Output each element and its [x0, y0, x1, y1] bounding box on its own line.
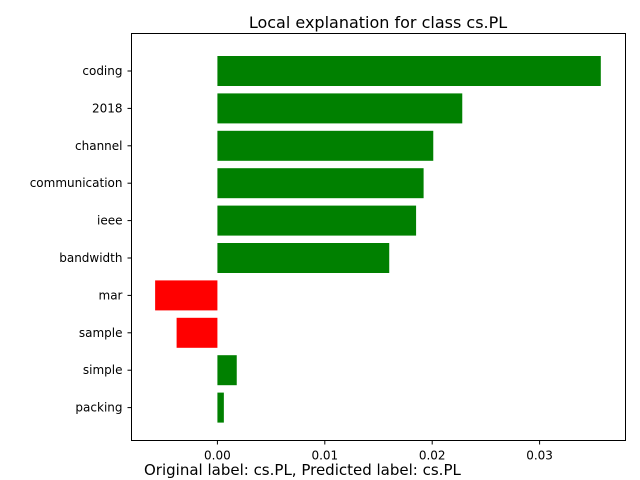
- y-tick-label: simple: [83, 363, 123, 377]
- bar-channel: [217, 130, 434, 161]
- chart-caption: Original label: cs.PL, Predicted label: …: [144, 461, 461, 479]
- y-tick-label: ieee: [97, 214, 122, 228]
- bar-simple: [217, 355, 237, 386]
- bar-communication: [217, 168, 424, 199]
- plot-frame: [131, 33, 626, 441]
- y-tick-label: sample: [79, 326, 123, 340]
- y-tick-label: packing: [75, 401, 122, 415]
- x-tick-label: 0.02: [419, 449, 446, 463]
- bar-packing: [217, 392, 224, 423]
- y-tick-label: communication: [30, 176, 123, 190]
- y-tick-label: mar: [99, 288, 123, 302]
- bars-group: [155, 56, 601, 423]
- bar-coding: [217, 56, 601, 86]
- bar-sample: [176, 317, 218, 348]
- x-axis-ticks: 0.00 0.01 0.02 0.03: [204, 440, 553, 463]
- x-tick-label: 0.03: [526, 449, 553, 463]
- bar-2018: [217, 93, 463, 124]
- bar-mar: [155, 280, 218, 311]
- y-axis-ticks: coding 2018 channel communication ieee bandwi…: [30, 64, 132, 415]
- y-tick-label: 2018: [92, 101, 123, 115]
- bar-bandwidth: [217, 243, 390, 273]
- chart-title: Local explanation for class cs.PL: [249, 13, 507, 32]
- y-tick-label: bandwidth: [59, 251, 122, 265]
- y-tick-label: channel: [75, 139, 122, 153]
- bar-ieee: [217, 205, 417, 236]
- x-tick-label: 0.01: [311, 449, 338, 463]
- y-tick-label: coding: [82, 64, 122, 78]
- x-tick-label: 0.00: [204, 449, 231, 463]
